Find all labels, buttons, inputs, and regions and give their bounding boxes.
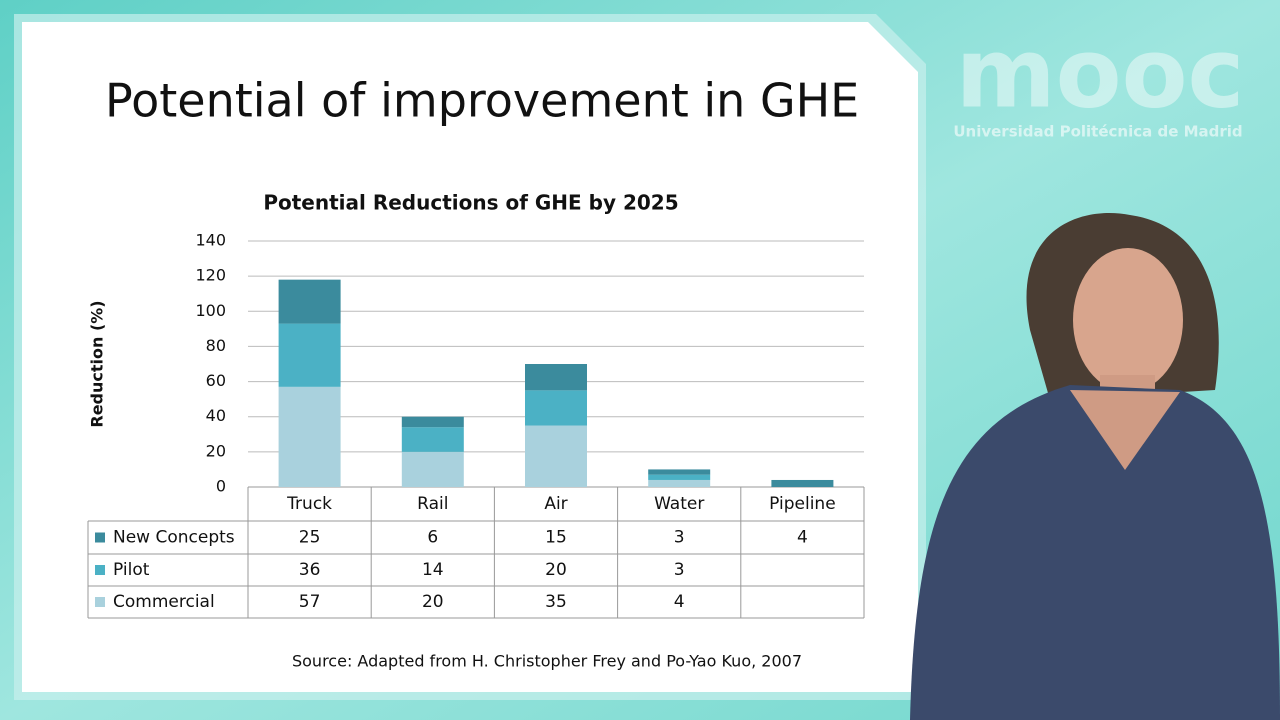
bar	[278, 323, 341, 387]
legend-swatch	[95, 597, 105, 607]
y-tick-label: 20	[206, 441, 226, 460]
y-axis-label: Reduction (%)	[88, 300, 107, 427]
table-value: 6	[427, 528, 438, 548]
bar	[648, 479, 711, 487]
legend-swatch	[95, 565, 105, 575]
bar	[525, 390, 587, 426]
slide-title: Potential of improvement in GHE	[105, 74, 859, 128]
table-value: 4	[797, 528, 808, 548]
bar	[771, 479, 834, 487]
presenter-blouse	[910, 385, 1280, 720]
slide	[22, 22, 918, 692]
table-value: 15	[545, 528, 567, 548]
y-tick-label: 40	[206, 406, 226, 425]
bar	[401, 427, 464, 452]
x-tick-label: Truck	[286, 494, 332, 514]
x-tick-label: Water	[654, 494, 704, 514]
presenter	[910, 212, 1280, 720]
bar	[401, 451, 464, 487]
table-value: 20	[422, 592, 444, 612]
table-value: 3	[674, 528, 685, 548]
x-tick-label: Pipeline	[769, 494, 836, 514]
logo-mark: mooc	[956, 17, 1245, 129]
x-tick-label: Air	[544, 494, 567, 514]
legend-label: Commercial	[113, 592, 215, 612]
table-value: 3	[674, 560, 685, 580]
presenter-neckline	[1070, 390, 1180, 470]
y-tick-label: 140	[195, 231, 226, 250]
bar	[401, 416, 464, 428]
chart-title: Potential Reductions of GHE by 2025	[263, 191, 678, 215]
y-tick-label: 0	[216, 477, 226, 496]
table-value: 25	[299, 528, 321, 548]
source-note: Source: Adapted from H. Christopher Frey…	[292, 652, 802, 671]
table-value: 14	[422, 560, 444, 580]
table-value: 35	[545, 592, 567, 612]
logo-institution: Universidad Politécnica de Madrid	[953, 123, 1242, 141]
x-tick-label: Rail	[417, 494, 448, 514]
bar	[648, 474, 711, 480]
legend-label: Pilot	[113, 560, 150, 580]
legend-label: New Concepts	[113, 528, 235, 548]
y-tick-label: 120	[195, 266, 226, 285]
presenter-face	[1073, 248, 1183, 392]
y-tick-label: 60	[206, 371, 226, 390]
table-value: 36	[299, 560, 321, 580]
bar	[525, 425, 587, 487]
bar	[648, 469, 711, 475]
y-tick-label: 80	[206, 336, 226, 355]
table-value: 20	[545, 560, 567, 580]
y-tick-label: 100	[195, 301, 226, 320]
table-value: 4	[674, 592, 685, 612]
table-value: 57	[299, 592, 321, 612]
legend-swatch	[95, 532, 105, 543]
bar	[278, 386, 341, 487]
bar	[525, 364, 587, 391]
bar	[278, 279, 341, 324]
